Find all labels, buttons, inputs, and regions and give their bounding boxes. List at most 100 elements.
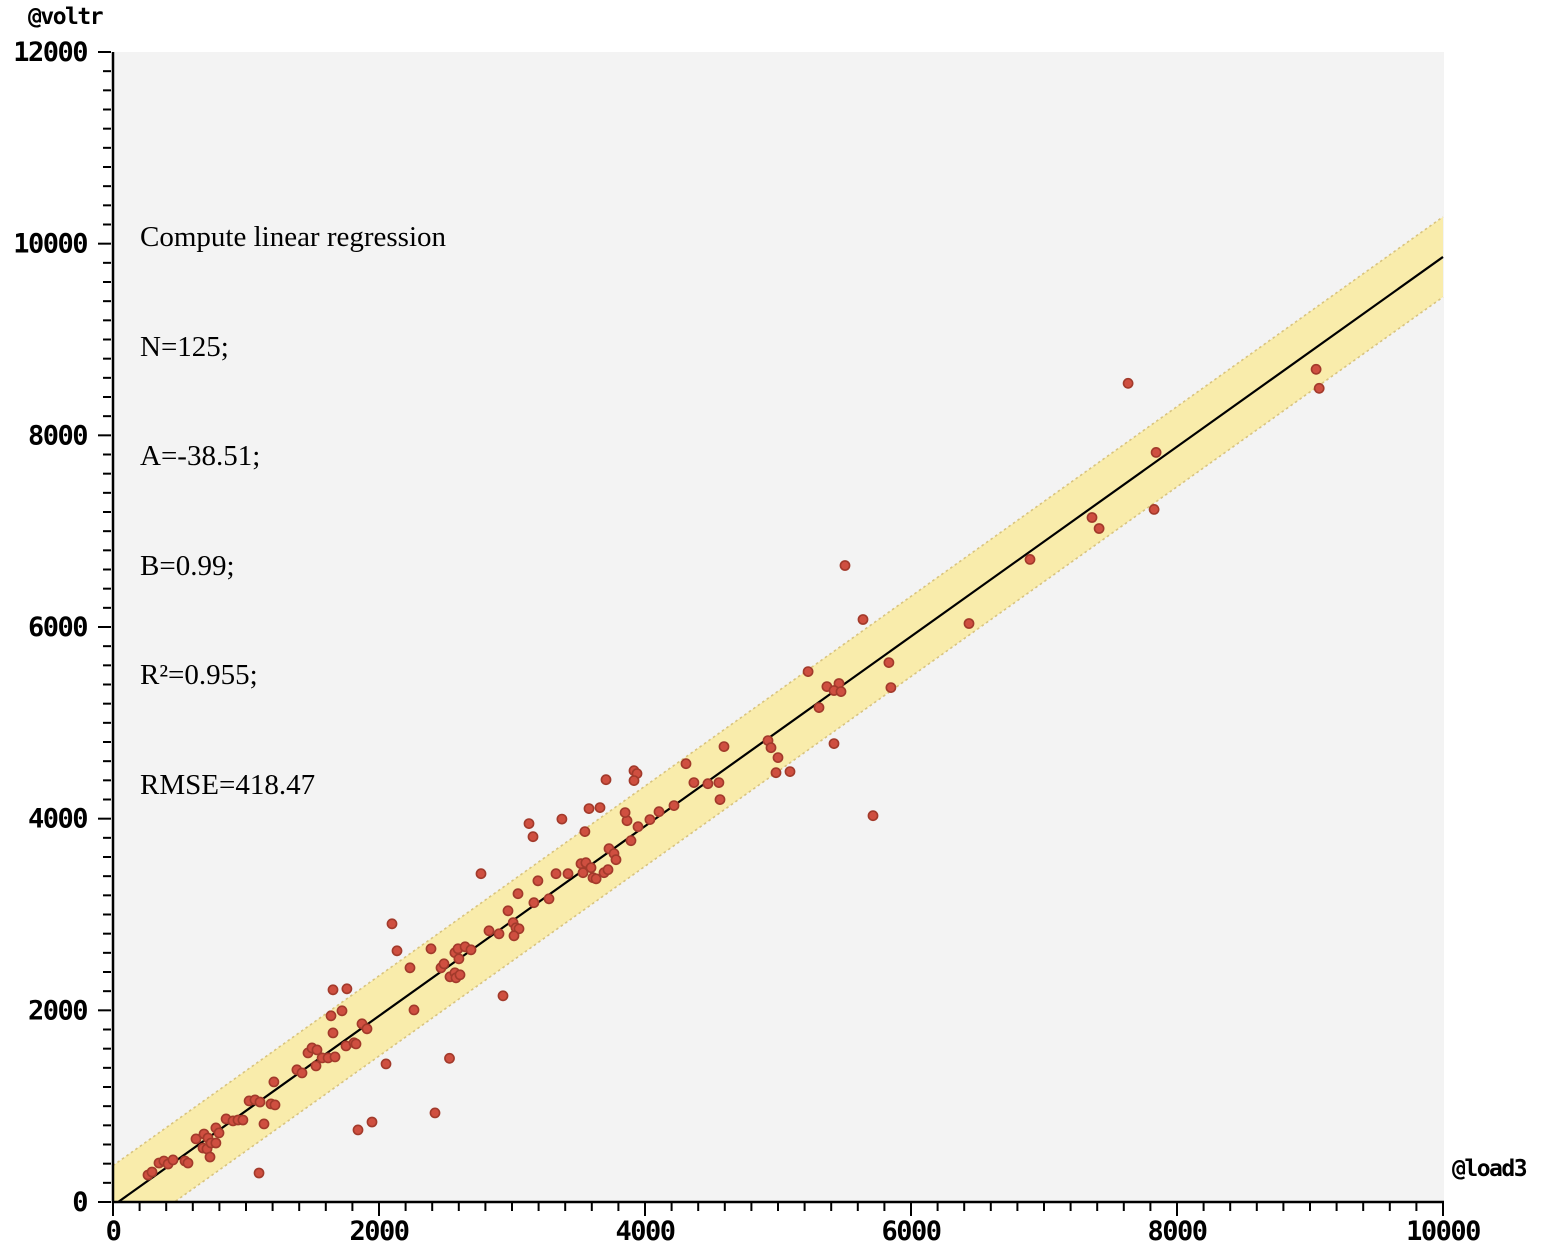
data-point bbox=[327, 1027, 339, 1039]
data-point bbox=[828, 738, 840, 749]
y-axis-ticks: 0 2000 4000 6000 8000 10000 12000 bbox=[13, 37, 111, 1218]
data-point bbox=[784, 766, 796, 777]
x-tick-label: 4000 bbox=[615, 1216, 674, 1247]
data-point bbox=[258, 1118, 270, 1130]
data-point bbox=[210, 1137, 222, 1149]
data-point bbox=[1150, 446, 1162, 458]
data-point bbox=[632, 821, 644, 833]
data-point bbox=[336, 1005, 348, 1017]
data-point bbox=[680, 758, 692, 770]
x-axis-ticks: 0 2000 4000 6000 8000 10000 bbox=[106, 1203, 1482, 1247]
data-point bbox=[1086, 512, 1098, 523]
data-point bbox=[296, 1067, 308, 1079]
data-point bbox=[341, 983, 353, 995]
data-point bbox=[269, 1099, 281, 1111]
y-tick-label: 0 bbox=[72, 1187, 87, 1218]
data-point bbox=[350, 1038, 362, 1050]
data-point bbox=[963, 618, 975, 629]
y-tick-label: 8000 bbox=[28, 420, 87, 451]
data-point bbox=[327, 984, 339, 996]
data-point bbox=[444, 1052, 455, 1064]
data-point bbox=[167, 1154, 179, 1166]
y-tick-label: 12000 bbox=[13, 37, 87, 68]
data-point bbox=[579, 826, 591, 837]
data-point bbox=[352, 1124, 364, 1136]
data-point bbox=[583, 803, 595, 814]
regression-stats-annotation: Compute linear regression N=125; A=-38.5… bbox=[140, 146, 446, 876]
data-point bbox=[527, 831, 539, 843]
data-point bbox=[1093, 523, 1105, 534]
x-tick-label: 8000 bbox=[1147, 1216, 1206, 1247]
data-point bbox=[513, 923, 525, 935]
data-point bbox=[585, 862, 597, 874]
data-point bbox=[361, 1023, 373, 1035]
data-point bbox=[429, 1107, 441, 1119]
data-point bbox=[380, 1058, 392, 1070]
data-point bbox=[765, 742, 777, 754]
data-point bbox=[556, 813, 568, 825]
data-point bbox=[857, 614, 869, 625]
data-point bbox=[146, 1166, 158, 1178]
data-point bbox=[483, 925, 495, 937]
data-point bbox=[543, 893, 555, 905]
y-tick-label: 4000 bbox=[28, 804, 87, 835]
confidence-band bbox=[113, 216, 1443, 1202]
data-point bbox=[813, 702, 825, 713]
data-point bbox=[438, 958, 450, 970]
data-point bbox=[1313, 382, 1325, 394]
data-point bbox=[714, 794, 726, 805]
data-point bbox=[772, 752, 784, 763]
data-point bbox=[713, 777, 725, 788]
data-point bbox=[182, 1157, 194, 1169]
data-point bbox=[619, 807, 631, 818]
annotation-line-r2: R²=0.955; bbox=[140, 659, 258, 691]
data-point bbox=[425, 943, 437, 955]
data-point bbox=[325, 1010, 337, 1022]
data-point bbox=[885, 682, 897, 693]
annotation-line-title: Compute linear regression bbox=[140, 221, 447, 253]
data-point bbox=[237, 1114, 249, 1126]
data-point bbox=[475, 868, 487, 880]
data-point bbox=[594, 802, 606, 813]
data-point bbox=[668, 800, 680, 811]
x-tick-label: 6000 bbox=[881, 1216, 940, 1247]
data-point bbox=[366, 1116, 378, 1128]
data-point bbox=[454, 969, 466, 981]
y-tick-label: 10000 bbox=[13, 229, 87, 260]
data-point bbox=[577, 867, 589, 879]
data-point bbox=[508, 930, 520, 942]
data-point bbox=[523, 818, 535, 829]
data-point bbox=[493, 928, 505, 940]
data-point bbox=[213, 1127, 225, 1139]
regression-line bbox=[116, 256, 1444, 1202]
data-point bbox=[1024, 554, 1036, 565]
y-axis-label: @voltr bbox=[28, 4, 104, 30]
data-point bbox=[310, 1060, 322, 1072]
data-point bbox=[550, 868, 562, 880]
data-point bbox=[688, 777, 700, 788]
data-point bbox=[644, 814, 656, 825]
data-point bbox=[204, 1151, 216, 1163]
data-point bbox=[702, 778, 714, 790]
data-point bbox=[590, 873, 602, 885]
x-tick-label: 10000 bbox=[1406, 1216, 1480, 1247]
data-point bbox=[1148, 503, 1160, 515]
data-point bbox=[835, 686, 847, 697]
data-point bbox=[497, 990, 509, 1002]
y-tick-label: 2000 bbox=[28, 995, 87, 1026]
x-tick-label: 0 bbox=[106, 1216, 121, 1247]
data-point bbox=[465, 944, 477, 956]
data-point bbox=[867, 810, 879, 822]
data-point bbox=[254, 1096, 266, 1108]
data-point bbox=[610, 854, 622, 866]
data-point bbox=[311, 1044, 323, 1056]
data-point bbox=[386, 918, 398, 930]
data-point bbox=[404, 962, 416, 974]
data-point bbox=[770, 767, 782, 779]
data-point bbox=[602, 864, 614, 876]
data-point bbox=[802, 666, 814, 677]
data-point bbox=[532, 875, 544, 887]
x-axis-label: @load3 bbox=[1452, 1156, 1528, 1182]
